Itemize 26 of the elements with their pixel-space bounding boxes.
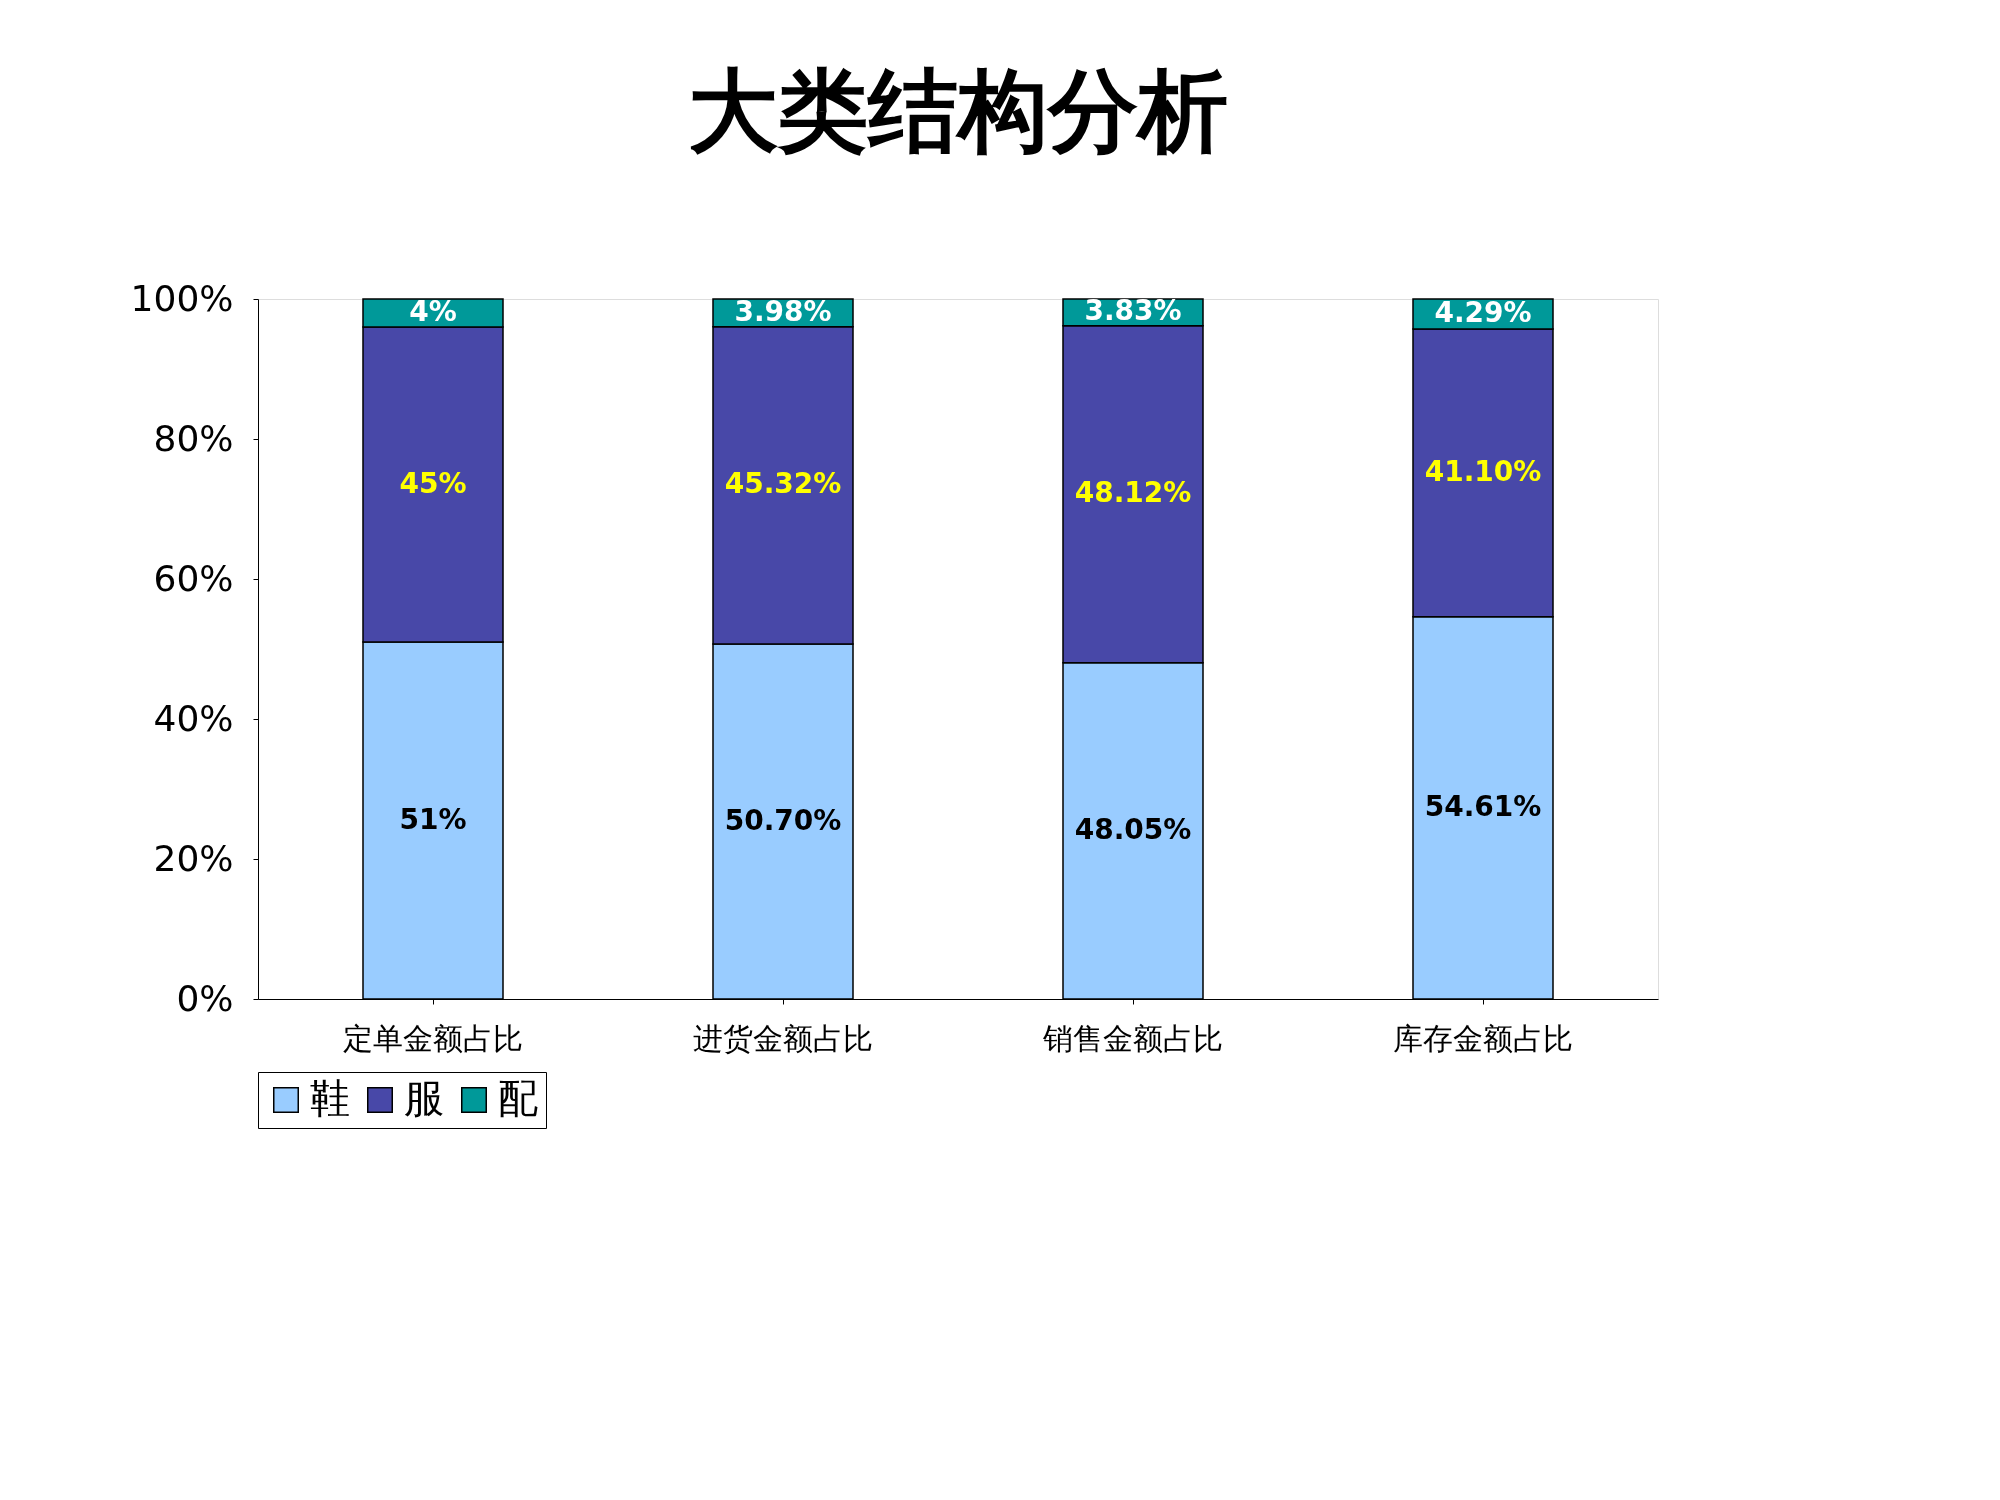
data-label: 4.29% [1434,296,1532,330]
x-tick-label: 库存金额占比 [1393,1020,1573,1056]
legend-label: 鞋 [310,1075,350,1121]
y-tick-label: 20% [153,837,234,879]
data-label: 50.70% [724,803,842,837]
x-tick-label: 定单金额占比 [343,1020,523,1056]
y-tick-label: 60% [153,557,234,599]
data-label: 51% [399,802,467,836]
y-tick-label: 80% [153,417,234,459]
data-label: 3.98% [734,294,832,328]
y-tick-label: 0% [176,977,234,1019]
legend-label: 服 [404,1075,444,1121]
x-tick-label: 进货金额占比 [693,1020,873,1056]
legend-label: 配 [498,1075,538,1121]
data-label: 48.05% [1074,812,1192,846]
data-label: 45.32% [724,467,842,501]
data-label: 54.61% [1424,789,1542,823]
x-tick-label: 销售金额占比 [1042,1020,1223,1056]
y-tick-label: 100% [130,277,234,319]
data-label: 45% [399,466,467,500]
data-label: 41.10% [1424,454,1542,488]
data-label: 4% [409,295,457,328]
data-label: 3.83% [1084,294,1182,328]
y-tick-label: 40% [153,697,234,739]
data-label: 48.12% [1074,476,1192,510]
chart-title: 大类结构分析 [688,58,1228,163]
